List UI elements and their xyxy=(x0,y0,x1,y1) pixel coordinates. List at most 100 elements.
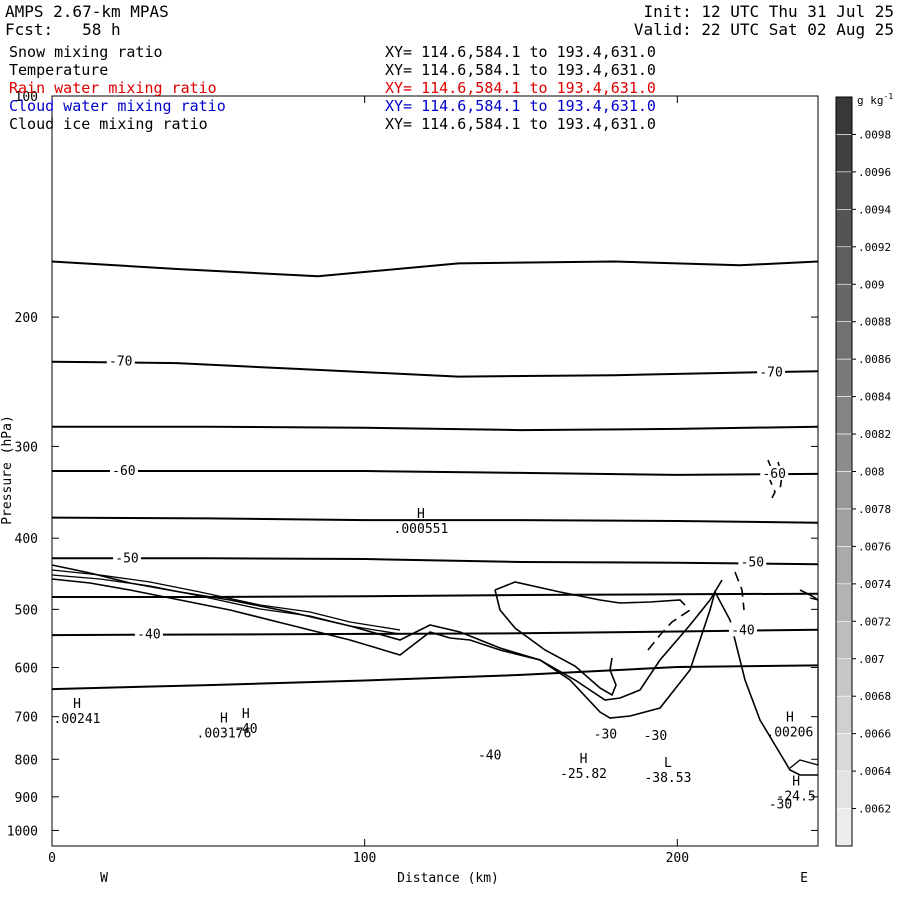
contour-label: -50 xyxy=(741,556,764,571)
colorbar-bin xyxy=(835,471,853,510)
model-title: AMPS 2.67-km MPAS xyxy=(5,2,169,21)
contour-label: -60 xyxy=(112,464,135,479)
colorbar-bin xyxy=(835,246,853,285)
colorbar-bin xyxy=(835,283,853,323)
contour-label-bg xyxy=(728,622,757,637)
colorbar-label: .0084 xyxy=(858,391,891,404)
colorbar-label: .009 xyxy=(858,278,885,291)
contour-label-bg xyxy=(757,364,786,379)
extremum-value: -38.53 xyxy=(644,771,691,786)
extremum-value: .000551 xyxy=(394,522,449,537)
extremum-mark: H xyxy=(792,775,800,790)
y-tick-label: 100 xyxy=(15,90,38,105)
isotherm-line xyxy=(51,360,819,378)
cloud-region-loop xyxy=(494,589,617,697)
lower-contour-line xyxy=(51,578,818,776)
stacked-contour-1 xyxy=(51,569,401,631)
y-tick-label: 200 xyxy=(15,311,38,326)
field-xy-temperature: XY= 114.6,584.1 to 193.4,631.0 xyxy=(385,61,656,79)
forecast-hour: Fcst: 58 h xyxy=(5,20,121,39)
extremum-value: .00241 xyxy=(54,712,101,727)
colorbar-bin xyxy=(835,658,853,697)
terrain-contours xyxy=(51,459,819,776)
colorbar-label: .0074 xyxy=(858,578,891,591)
contour-label-bg xyxy=(113,550,142,565)
y-axis-ticks: 100 200 300 400 500 600 700 800 900 1000 xyxy=(7,90,818,839)
colorbar-bin xyxy=(835,171,853,210)
contour-label: -40 xyxy=(478,748,501,763)
field-xy-cloud-ice: XY= 114.6,584.1 to 193.4,631.0 xyxy=(385,115,656,133)
colorbar-label: .0068 xyxy=(858,690,891,703)
contour-label: -60 xyxy=(762,467,785,482)
contour-label: -30 xyxy=(594,727,617,742)
field-xy-cloud-water: XY= 114.6,584.1 to 193.4,631.0 xyxy=(385,97,656,115)
contour-label: -50 xyxy=(115,551,138,566)
field-name-cloud-water: Cloud water mixing ratio xyxy=(9,97,226,115)
right-boundary-contour xyxy=(789,597,819,769)
direction-west: W xyxy=(100,871,108,886)
extremum-mark: H xyxy=(786,711,794,726)
colorbar-label: .0066 xyxy=(858,728,891,741)
colorbar-label: .008 xyxy=(858,466,885,479)
x-axis-label: Distance (km) xyxy=(397,871,499,886)
isotherm-line xyxy=(51,664,819,691)
contour-label-bg xyxy=(475,747,504,762)
colorbar-bin xyxy=(835,508,853,547)
cloud-region-outline xyxy=(494,581,686,606)
extremum-mark: H xyxy=(580,752,588,767)
colorbar-bin xyxy=(835,620,853,660)
dashed-cloud-contour-2 xyxy=(647,609,691,651)
y-tick-label: 400 xyxy=(15,532,38,547)
y-tick-label: 600 xyxy=(15,662,38,677)
isotherm-line xyxy=(52,557,819,566)
colorbar-bin xyxy=(835,433,853,472)
contour-labels: -70 -70 -60 -60 -50 -50 -40 -40 -40 -30 -30 -30 xyxy=(106,353,795,813)
colorbar-label: .0078 xyxy=(858,503,891,516)
colorbar-bin xyxy=(835,733,853,772)
y-axis-label: Pressure (hPa) xyxy=(0,415,15,525)
x-axis-ticks: 0 100 200 xyxy=(48,96,689,866)
contour-label: -70 xyxy=(759,366,782,381)
colorbar-bin xyxy=(835,321,853,360)
colorbar-label: .0082 xyxy=(858,428,891,441)
contour-label: -30 xyxy=(644,729,667,744)
init-time: Init: 12 UTC Thu 31 Jul 25 xyxy=(643,2,894,21)
extremum-value: .003176 xyxy=(197,727,252,742)
extremum-mark: L xyxy=(664,756,672,771)
y-tick-label: 300 xyxy=(15,440,38,455)
colorbar-bin xyxy=(835,209,853,248)
x-tick-label: 200 xyxy=(666,851,689,866)
contour-label-bg xyxy=(641,728,670,743)
field-name-snow: Snow mixing ratio xyxy=(9,43,163,61)
isotherm-line xyxy=(51,628,819,637)
y-tick-label: 900 xyxy=(15,791,38,806)
y-tick-label: 1000 xyxy=(7,824,38,839)
dashed-cloud-contour-1 xyxy=(734,571,745,611)
colorbar-label: .007 xyxy=(858,653,885,666)
contour-label-bg xyxy=(109,462,138,477)
field-name-rain: Rain water mixing ratio xyxy=(9,79,217,97)
colorbar-bin xyxy=(835,546,853,585)
contour-label-bg xyxy=(760,465,789,480)
valid-time: Valid: 22 UTC Sat 02 Aug 25 xyxy=(633,20,894,39)
isotherm-line xyxy=(52,470,819,476)
extremum-mark: H xyxy=(242,707,250,722)
extremum-mark: H xyxy=(73,697,81,712)
extremum-value: -25.82 xyxy=(560,767,607,782)
stacked-contour-2 xyxy=(51,574,401,635)
isotherm-line xyxy=(52,425,819,432)
colorbar-label: .0062 xyxy=(858,803,891,816)
y-tick-label: 500 xyxy=(15,603,38,618)
contour-label-bg xyxy=(766,796,795,811)
extremum-value: -24.5 xyxy=(777,790,816,805)
field-xy-rain: XY= 114.6,584.1 to 193.4,631.0 xyxy=(385,79,656,97)
colorbar-bin xyxy=(835,96,853,135)
field-name-temperature: Temperature xyxy=(9,61,109,79)
contour-label-bg xyxy=(134,626,163,641)
contour-label: -40 xyxy=(137,627,160,642)
colorbar-label: .0076 xyxy=(858,540,891,553)
field-xy-snow: XY= 114.6,584.1 to 193.4,631.0 xyxy=(385,43,656,61)
contour-label-bg xyxy=(591,726,620,741)
x-tick-label: 100 xyxy=(353,851,376,866)
